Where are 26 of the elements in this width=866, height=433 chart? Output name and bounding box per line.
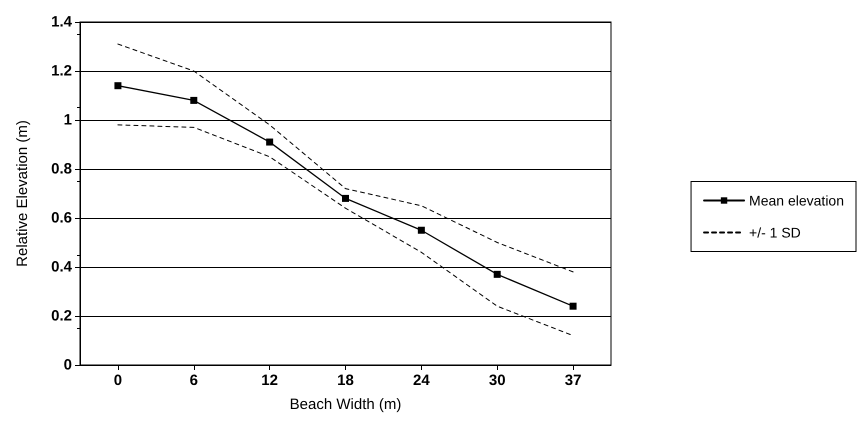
point (418, 226, 425, 234)
x-tick-label: 18 (337, 372, 354, 389)
point (494, 270, 501, 278)
y-tick-label: 0 (64, 356, 72, 374)
y-tick-label: 1.2 (51, 62, 72, 80)
x-tick-label: 6 (190, 372, 198, 389)
legend-label: +/- 1 SD (749, 224, 801, 240)
point (190, 96, 198, 104)
y-axis-title: Relative Elevation (m) (14, 120, 31, 267)
x-tick-label: 24 (413, 372, 430, 389)
y-tick-label: 0.8 (51, 160, 72, 178)
y-tick-label: 0.4 (51, 258, 73, 276)
legend-label: Mean elevation (749, 192, 844, 208)
point (342, 194, 349, 202)
y-tick-label: 1 (64, 112, 72, 128)
point (570, 302, 577, 310)
x-tick-label: 37 (564, 372, 582, 389)
point (114, 82, 122, 90)
x-tick-label: 12 (261, 372, 278, 389)
x-tick-label: 0 (114, 372, 122, 389)
x-axis-title: Beach Width (m) (290, 396, 402, 413)
x-tick-label: 30 (488, 372, 506, 389)
point (266, 138, 274, 146)
y-tick-label: 0.6 (51, 210, 72, 226)
y-tick-label: 0.2 (51, 308, 72, 324)
y-tick-label: 1.4 (51, 14, 73, 30)
